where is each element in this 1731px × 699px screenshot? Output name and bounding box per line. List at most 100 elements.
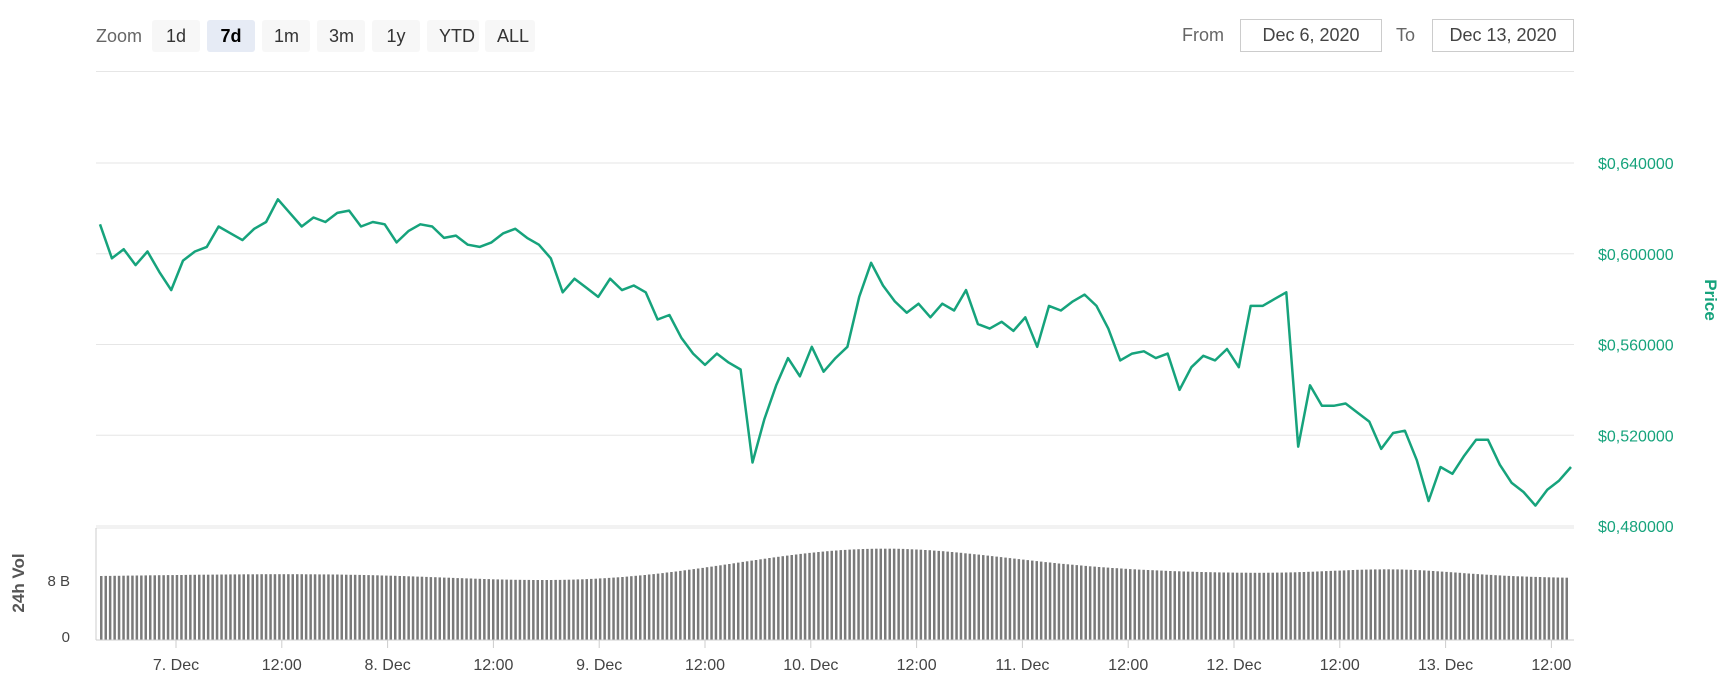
volume-bar bbox=[1146, 570, 1150, 640]
volume-bar bbox=[505, 579, 508, 640]
volume-bar bbox=[175, 575, 179, 640]
volume-bar bbox=[376, 575, 379, 640]
volume-bar bbox=[492, 579, 495, 640]
volume-bar bbox=[852, 549, 856, 640]
volume-bar bbox=[937, 550, 940, 640]
volume-bar bbox=[1093, 566, 1096, 640]
volume-bar bbox=[915, 549, 918, 640]
volume-bar bbox=[220, 574, 223, 640]
volume-bar bbox=[750, 560, 753, 640]
zoom-button-ytd[interactable]: YTD bbox=[427, 20, 479, 52]
volume-bar bbox=[1342, 570, 1346, 640]
volume-bar bbox=[692, 569, 695, 640]
zoom-button-1y[interactable]: 1y bbox=[372, 20, 420, 52]
zoom-button-3m[interactable]: 3m bbox=[317, 20, 365, 52]
x-tick-label: 12:00 bbox=[897, 657, 937, 674]
volume-bar bbox=[549, 580, 553, 640]
volume-bar bbox=[1155, 570, 1159, 640]
volume-bar bbox=[238, 574, 241, 640]
volume-bar bbox=[291, 574, 294, 640]
volume-bar bbox=[157, 575, 161, 640]
volume-bar bbox=[545, 580, 548, 640]
volume-bar bbox=[688, 569, 691, 640]
volume-bar bbox=[1561, 577, 1564, 640]
volume-bar bbox=[719, 565, 722, 640]
zoom-button-7d[interactable]: 7d bbox=[207, 20, 255, 52]
volume-bar bbox=[1160, 570, 1163, 640]
volume-bar bbox=[1075, 565, 1078, 640]
volume-bar bbox=[598, 578, 602, 640]
volume-bar bbox=[523, 579, 526, 640]
volume-bar bbox=[848, 549, 851, 640]
volume-bar bbox=[1374, 569, 1377, 640]
x-tick-label: 12:00 bbox=[1320, 657, 1360, 674]
volume-bar bbox=[180, 575, 183, 640]
volume-bar bbox=[585, 579, 588, 640]
x-tick-label: 8. Dec bbox=[364, 657, 410, 674]
x-tick-label: 12:00 bbox=[1531, 657, 1571, 674]
volume-bar bbox=[1498, 575, 1502, 640]
volume-bar bbox=[371, 575, 375, 640]
volume-bar bbox=[603, 578, 606, 640]
volume-bar bbox=[928, 550, 931, 640]
volume-bar bbox=[982, 555, 985, 640]
zoom-button-1m[interactable]: 1m bbox=[262, 20, 310, 52]
volume-bar bbox=[1316, 571, 1319, 640]
volume-bar bbox=[683, 570, 686, 640]
volume-bar bbox=[469, 578, 473, 640]
volume-bar bbox=[665, 572, 669, 640]
volume-bar bbox=[296, 574, 299, 640]
x-tick-label: 12:00 bbox=[685, 657, 725, 674]
volume-bar bbox=[830, 550, 833, 640]
volume-bar bbox=[919, 549, 923, 640]
volume-bar bbox=[1048, 562, 1052, 640]
x-tick-label: 12. Dec bbox=[1206, 657, 1261, 674]
volume-bar bbox=[656, 573, 660, 640]
zoom-button-all[interactable]: ALL bbox=[485, 20, 535, 52]
volume-bar bbox=[1124, 568, 1127, 640]
volume-bar bbox=[198, 574, 201, 640]
volume-bar bbox=[990, 556, 994, 640]
volume-bar bbox=[843, 549, 847, 640]
volume-bar bbox=[233, 574, 237, 640]
volume-bar bbox=[131, 575, 134, 640]
volume-bar bbox=[1129, 569, 1132, 640]
volume-bar bbox=[826, 551, 829, 640]
volume-bar bbox=[162, 575, 165, 640]
volume-bar bbox=[1400, 569, 1404, 640]
volume-bar bbox=[509, 579, 513, 640]
volume-bar bbox=[264, 574, 268, 640]
volume-bar bbox=[1565, 577, 1568, 640]
volume-bar bbox=[1271, 572, 1274, 640]
volume-bar bbox=[1195, 571, 1199, 640]
volume-bar bbox=[518, 579, 522, 640]
volume-bar bbox=[1525, 576, 1528, 640]
volume-bar bbox=[1115, 568, 1119, 640]
volume-bar bbox=[1084, 565, 1087, 640]
volume-bar bbox=[140, 575, 143, 640]
from-date-input[interactable]: Dec 6, 2020 bbox=[1240, 19, 1382, 52]
volume-bar bbox=[563, 579, 566, 640]
volume-bar bbox=[1222, 572, 1225, 640]
volume-bar bbox=[496, 579, 499, 640]
volume-bar bbox=[772, 557, 776, 640]
to-date-input[interactable]: Dec 13, 2020 bbox=[1432, 19, 1574, 52]
volume-bar bbox=[1200, 572, 1203, 640]
volume-bar bbox=[340, 574, 343, 640]
volume-bar bbox=[1507, 575, 1511, 640]
volume-bar bbox=[1262, 572, 1266, 640]
volume-bar bbox=[202, 574, 205, 640]
volume-bar bbox=[723, 564, 727, 640]
volume-bar bbox=[745, 561, 749, 640]
volume-bar bbox=[1186, 571, 1190, 640]
volume-bar bbox=[318, 574, 321, 640]
volume-bar bbox=[768, 558, 771, 640]
x-tick-label: 12:00 bbox=[473, 657, 513, 674]
volume-bar bbox=[1396, 569, 1399, 640]
volume-bar bbox=[705, 567, 709, 640]
volume-bar bbox=[309, 574, 312, 640]
volume-bar bbox=[1227, 572, 1230, 640]
zoom-button-1d[interactable]: 1d bbox=[152, 20, 200, 52]
